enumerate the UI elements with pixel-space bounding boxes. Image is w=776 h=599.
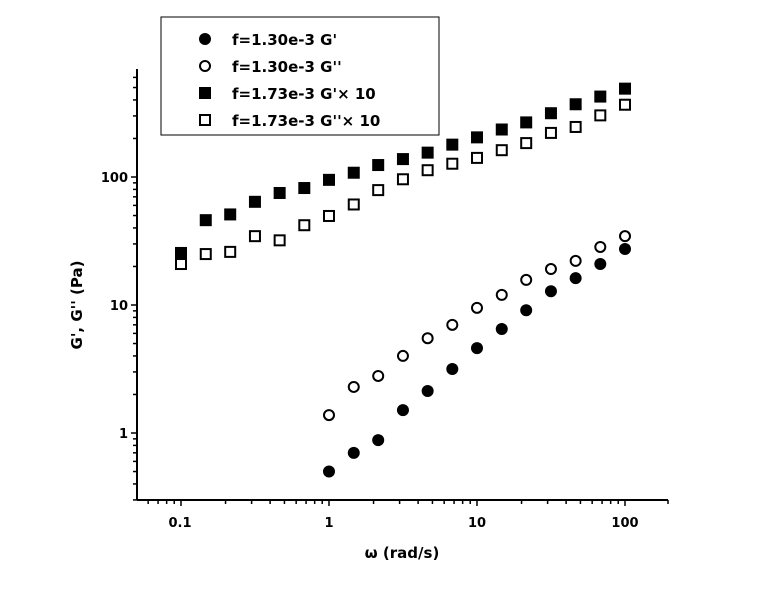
data-point-filled-square bbox=[471, 131, 483, 144]
data-point-filled-circle bbox=[520, 304, 533, 317]
data-point-open-square bbox=[495, 144, 508, 157]
data-point-open-square bbox=[372, 184, 385, 197]
data-point-filled-circle bbox=[619, 242, 631, 255]
y-tick-label: 100 bbox=[101, 171, 128, 186]
data-point-open-circle bbox=[520, 273, 533, 286]
data-point-open-square bbox=[544, 126, 557, 139]
data-point-open-square bbox=[248, 230, 261, 243]
legend: f=1.30e-3 G' f=1.30e-3 G'' f=1.73e-3 G'×… bbox=[160, 16, 440, 136]
legend-label: f=1.73e-3 G'× 10 bbox=[232, 85, 376, 103]
data-point-open-square bbox=[347, 198, 360, 211]
data-point-filled-square bbox=[298, 182, 311, 195]
data-point-open-square bbox=[520, 137, 533, 150]
data-point-open-circle bbox=[446, 318, 459, 331]
data-point-filled-square bbox=[347, 166, 360, 179]
data-point-filled-square bbox=[594, 90, 607, 103]
data-point-filled-square bbox=[619, 82, 631, 95]
data-point-open-circle bbox=[495, 288, 508, 301]
data-point-filled-circle bbox=[495, 322, 508, 335]
data-point-open-square bbox=[471, 151, 483, 164]
data-point-open-square bbox=[594, 109, 607, 122]
data-point-open-circle bbox=[323, 409, 335, 422]
data-point-filled-circle bbox=[569, 272, 582, 285]
data-point-filled-square bbox=[199, 214, 212, 227]
data-point-open-square bbox=[421, 164, 434, 177]
data-point-open-circle bbox=[619, 230, 631, 243]
x-tick-label: 0.1 bbox=[168, 516, 191, 531]
x-ticks bbox=[147, 500, 669, 506]
y-tick-label: 1 bbox=[119, 427, 128, 442]
data-point-open-circle bbox=[569, 254, 582, 267]
open-circle-icon bbox=[199, 60, 211, 72]
x-tick-label: 100 bbox=[611, 516, 638, 531]
data-point-open-circle bbox=[372, 369, 385, 382]
data-point-open-square bbox=[446, 157, 459, 170]
filled-square-icon bbox=[199, 87, 211, 99]
data-point-filled-square bbox=[175, 246, 187, 259]
data-point-open-circle bbox=[421, 332, 434, 345]
data-point-open-square bbox=[224, 245, 237, 258]
data-point-filled-square bbox=[224, 208, 237, 221]
data-point-open-square bbox=[175, 258, 187, 271]
x-tick-label: 10 bbox=[468, 516, 486, 531]
data-point-open-circle bbox=[471, 301, 483, 314]
data-point-open-square bbox=[199, 248, 212, 261]
data-point-filled-square bbox=[544, 107, 557, 120]
data-point-filled-circle bbox=[446, 363, 459, 376]
legend-label: f=1.30e-3 G' bbox=[232, 31, 337, 49]
data-point-filled-square bbox=[273, 186, 286, 199]
data-point-open-square bbox=[396, 173, 409, 186]
data-point-filled-square bbox=[520, 116, 533, 129]
data-point-filled-square bbox=[446, 138, 459, 151]
data-point-filled-circle bbox=[471, 342, 483, 355]
data-point-filled-circle bbox=[544, 285, 557, 298]
x-tick-label: 1 bbox=[324, 516, 333, 531]
data-point-open-square bbox=[619, 98, 631, 111]
data-point-open-square bbox=[298, 219, 311, 232]
data-point-filled-square bbox=[248, 195, 261, 208]
data-point-filled-square bbox=[372, 159, 385, 172]
data-point-open-square bbox=[323, 209, 335, 222]
data-point-filled-circle bbox=[594, 258, 607, 271]
x-axis-title: ω (rad/s) bbox=[365, 544, 440, 562]
y-tick-label: 10 bbox=[110, 299, 128, 314]
data-point-filled-circle bbox=[323, 465, 335, 478]
plot-markers bbox=[175, 82, 631, 478]
data-point-open-square bbox=[569, 120, 582, 133]
y-ticks bbox=[131, 76, 137, 501]
data-point-filled-circle bbox=[372, 434, 385, 447]
data-point-filled-circle bbox=[396, 404, 409, 417]
data-point-filled-circle bbox=[347, 446, 360, 459]
data-point-filled-square bbox=[323, 173, 335, 186]
data-point-open-circle bbox=[396, 349, 409, 362]
data-point-filled-square bbox=[495, 123, 508, 136]
data-point-open-circle bbox=[594, 240, 607, 253]
y-axis-title: G', G'' (Pa) bbox=[68, 261, 86, 350]
data-point-filled-circle bbox=[421, 384, 434, 397]
data-point-open-circle bbox=[347, 380, 360, 393]
data-point-open-square bbox=[273, 234, 286, 247]
open-square-icon bbox=[199, 114, 211, 126]
data-point-filled-square bbox=[421, 146, 434, 159]
data-point-filled-square bbox=[569, 98, 582, 111]
legend-label: f=1.30e-3 G'' bbox=[232, 58, 342, 76]
data-point-open-circle bbox=[544, 263, 557, 276]
data-point-filled-square bbox=[396, 153, 409, 166]
legend-label: f=1.73e-3 G''× 10 bbox=[232, 112, 380, 130]
filled-circle-icon bbox=[199, 33, 211, 45]
